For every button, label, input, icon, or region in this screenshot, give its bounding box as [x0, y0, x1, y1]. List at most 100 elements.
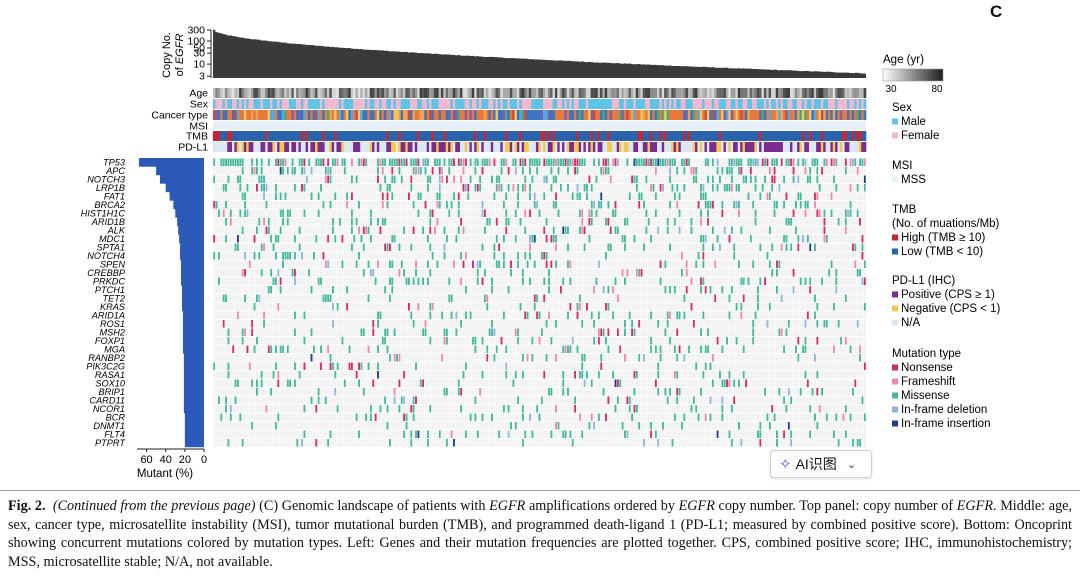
mutation-cell — [421, 277, 425, 286]
mutation-cell — [590, 209, 593, 218]
mutation-cell — [505, 362, 508, 371]
gene-label: ROS1 — [100, 319, 125, 329]
msi-cell — [386, 121, 390, 130]
pdl1-cell — [626, 142, 629, 152]
cancer-type-cell — [809, 110, 812, 120]
mutation-frequency-bar — [182, 319, 204, 329]
mutation-cell — [823, 217, 826, 226]
age-cell — [600, 88, 603, 98]
sex-cell — [383, 99, 387, 109]
mutation-cell — [657, 370, 660, 379]
mutation-cell — [369, 217, 373, 226]
mutation-cell — [445, 175, 449, 184]
mutation-cell — [839, 336, 843, 345]
sex-cell — [730, 99, 734, 109]
mutation-cell — [699, 192, 703, 201]
caption-egfr-3: EGFR — [956, 498, 993, 514]
msi-cell — [528, 121, 532, 130]
age-cell — [383, 88, 387, 98]
mutation-cell — [524, 158, 527, 167]
mutation-cell — [683, 413, 686, 422]
tmb-cell — [227, 131, 230, 141]
sex-cell — [296, 99, 299, 109]
tmb-cell — [300, 131, 304, 141]
pdl1-cell — [730, 142, 734, 152]
mutation-cell — [258, 294, 261, 303]
mutation-cell — [277, 379, 280, 388]
mutation-cell — [298, 158, 301, 167]
pdl1-cell — [398, 142, 401, 152]
mutation-cell — [614, 226, 617, 235]
mutation-cell — [690, 302, 693, 311]
mutation-cell — [224, 217, 228, 226]
msi-cell — [737, 121, 741, 130]
tmb-cell — [576, 131, 579, 141]
tmb-cell — [661, 131, 665, 141]
track-label: MSI — [189, 121, 208, 133]
pdl1-cell — [547, 142, 551, 152]
mutation-cell — [429, 336, 432, 345]
sex-cell — [431, 99, 435, 109]
tmb-cell — [431, 131, 435, 141]
caption-fig-label: Fig. 2. — [8, 498, 46, 514]
mutation-cell — [797, 353, 800, 362]
mutation-cell — [766, 413, 769, 422]
pdl1-cell — [512, 142, 515, 152]
mutation-cell — [305, 175, 308, 184]
sex-cell — [804, 99, 807, 109]
tmb-cell — [818, 131, 822, 141]
legend-tmb-title: TMB — [892, 204, 917, 216]
mutation-cell — [429, 243, 432, 252]
sex-cell — [695, 99, 698, 109]
tmb-cell — [794, 131, 798, 141]
mutation-cell — [426, 175, 430, 184]
tmb-cell — [412, 131, 416, 141]
msi-cell — [690, 121, 693, 130]
pdl1-cell — [699, 142, 703, 152]
mutation-cell — [459, 277, 463, 286]
mutation-cell — [716, 158, 719, 167]
mutation-cell — [419, 166, 422, 175]
mutation-cell — [326, 166, 330, 175]
mutation-cell — [324, 294, 327, 303]
tmb-cell — [851, 131, 855, 141]
age-cell — [467, 88, 470, 98]
mutation-cell — [640, 192, 643, 201]
cancer-type-cell — [288, 110, 292, 120]
msi-cell — [243, 121, 247, 130]
mutation-cell — [243, 192, 247, 201]
mutation-cell — [493, 251, 496, 260]
cancer-type-cell — [842, 110, 845, 120]
mutation-cell — [250, 166, 254, 175]
legend-age-min: 30 — [885, 84, 897, 95]
cancer-type-cell — [825, 110, 829, 120]
age-cell — [790, 88, 793, 98]
tmb-cell — [766, 131, 769, 141]
chevron-down-icon[interactable]: ⌄ — [846, 458, 857, 471]
mutation-cell — [243, 251, 247, 260]
cancer-type-cell — [274, 110, 278, 120]
mutation-cell — [585, 302, 589, 311]
mutation-cell — [706, 328, 710, 337]
mutation-cell — [476, 268, 479, 277]
mutation-cell — [329, 200, 332, 209]
mutation-cell — [274, 362, 278, 371]
mutation-cell — [288, 209, 292, 218]
cancer-type-cell — [730, 110, 734, 120]
msi-cell — [319, 121, 323, 130]
mutation-cell — [597, 328, 601, 337]
mutation-cell — [338, 217, 342, 226]
cn-tick-label: 100 — [187, 36, 205, 48]
msi-cell — [426, 121, 430, 130]
sex-cell — [771, 99, 774, 109]
tmb-cell — [353, 131, 356, 141]
mutation-frequency-bar — [184, 413, 204, 422]
cancer-type-cell — [243, 110, 247, 120]
mutation-cell — [816, 387, 819, 396]
age-cell — [274, 88, 278, 98]
cancer-type-cell — [723, 110, 727, 120]
sex-cell — [863, 99, 867, 109]
pdl1-cell — [804, 142, 807, 152]
sex-cell — [505, 99, 508, 109]
ai-recognize-button[interactable]: ✧ AI识图 ⌄ — [770, 450, 872, 478]
